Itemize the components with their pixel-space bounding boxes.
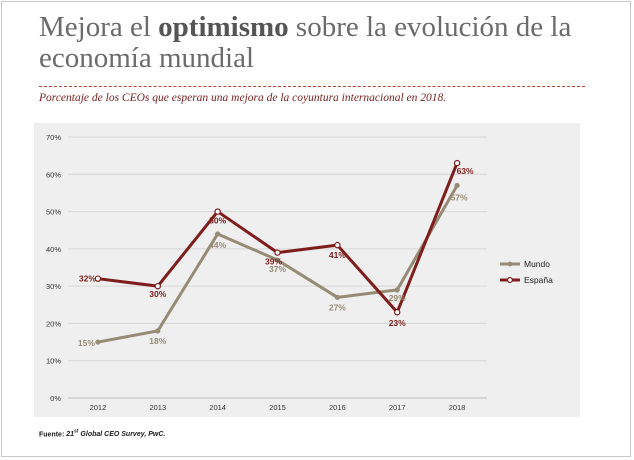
data-label-espana: 39%: [265, 257, 282, 267]
marker-mundo: [274, 257, 281, 263]
marker-espana: [334, 241, 341, 249]
legend-marker: [507, 277, 514, 284]
y-tick-label: 40%: [46, 245, 61, 254]
marker-mundo: [394, 287, 400, 293]
page-title: Mejora el optimismo sobre la evolución d…: [39, 12, 609, 74]
marker-espana: [394, 309, 401, 316]
marker-mundo: [155, 328, 161, 334]
x-tick-label: 2017: [389, 403, 406, 412]
data-label-mundo: 15%: [78, 338, 95, 348]
data-label-mundo: 27%: [329, 302, 346, 312]
data-label-espana: 32%: [79, 274, 96, 284]
marker-espana: [274, 249, 281, 256]
marker-mundo: [215, 231, 221, 237]
y-tick-label: 70%: [46, 133, 61, 142]
source-superscript: st: [74, 429, 79, 435]
title-part-1: Mejora el: [39, 11, 159, 43]
data-label-espana: 50%: [209, 216, 226, 226]
marker-mundo: [334, 294, 340, 300]
legend-label-espana: España: [524, 275, 553, 285]
source-prefix: Fuente:: [39, 431, 67, 439]
y-tick-label: 20%: [46, 319, 61, 328]
data-label-mundo: 18%: [149, 336, 166, 346]
x-tick-label: 2014: [209, 403, 226, 412]
marker-mundo: [95, 339, 101, 345]
chart-background: [34, 123, 580, 417]
x-tick-label: 2012: [90, 403, 107, 412]
source-number: 21: [66, 431, 75, 439]
y-tick-label: 10%: [46, 357, 61, 366]
legend-marker: [507, 261, 513, 267]
y-tick-label: 0%: [50, 394, 61, 403]
marker-espana: [453, 159, 461, 167]
data-label-mundo: 44%: [209, 240, 226, 250]
y-tick-label: 50%: [46, 208, 61, 217]
data-label-mundo: 37%: [269, 264, 286, 274]
x-tick-label: 2016: [329, 403, 346, 412]
legend-label-mundo: Mundo: [524, 259, 550, 269]
x-tick-label: 2018: [449, 403, 466, 412]
marker-espana: [154, 282, 161, 290]
chart-subtitle: Porcentaje de los CEOs que esperan una m…: [39, 92, 447, 104]
marker-mundo: [454, 182, 460, 189]
data-label-mundo: 29%: [389, 293, 406, 303]
title-part-2: sobre la evolución de la economía mundia…: [39, 11, 572, 74]
x-tick-label: 2013: [149, 403, 166, 412]
data-label-espana: 30%: [149, 289, 166, 299]
data-label-espana: 63%: [457, 166, 474, 176]
data-label-espana: 23%: [389, 318, 406, 328]
y-tick-label: 30%: [46, 282, 61, 291]
x-tick-label: 2015: [269, 403, 286, 412]
source-note: Fuente: 21st Global CEO Survey, PwC.: [39, 429, 165, 438]
marker-espana: [94, 275, 102, 282]
source-text: Global CEO Survey, PwC.: [78, 431, 166, 439]
title-emphasis: optimismo: [158, 11, 289, 43]
data-label-espana: 41%: [329, 250, 346, 260]
y-tick-label: 60%: [46, 170, 61, 179]
marker-espana: [214, 208, 221, 215]
data-label-mundo: 57%: [451, 192, 468, 202]
title-divider: [39, 86, 585, 87]
